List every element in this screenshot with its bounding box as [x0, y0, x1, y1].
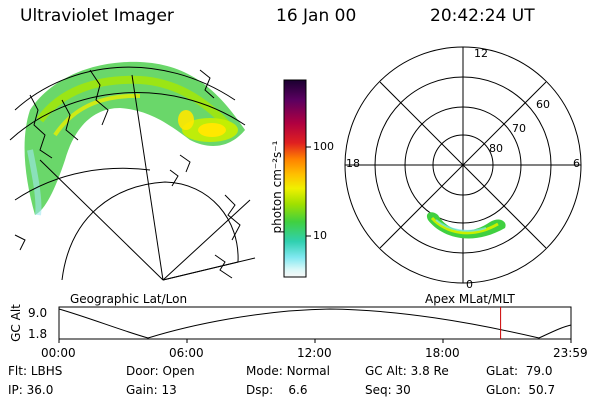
- gcalt-value: 3.8 Re: [410, 364, 449, 378]
- lat-label-70: 70: [512, 122, 526, 135]
- info-gain: Gain: 13: [126, 383, 177, 397]
- door-label: Door:: [126, 364, 159, 378]
- polar-diagonal-2: [379, 81, 547, 249]
- glat-value: 79.0: [525, 364, 553, 378]
- info-ip: IP: 36.0: [8, 383, 53, 397]
- seq-label: Seq:: [365, 383, 392, 397]
- seq-value: 30: [395, 383, 411, 397]
- gain-value: 13: [161, 383, 177, 397]
- altitude-xtick-1: 06:00: [169, 346, 204, 360]
- info-gcalt: GC Alt: 3.8 Re: [365, 364, 449, 378]
- altitude-ytick-1-8: 1.8: [28, 327, 48, 341]
- info-seq: Seq: 30: [365, 383, 411, 397]
- geo-grid: [9, 66, 256, 281]
- ip-value: 36.0: [26, 383, 54, 397]
- mlt-label-12: 12: [474, 47, 488, 60]
- info-glon: GLon: 50.7: [486, 383, 555, 397]
- gain-label: Gain:: [126, 383, 158, 397]
- geographic-panel-label: Geographic Lat/Lon: [70, 292, 188, 306]
- gcalt-label: GC Alt:: [365, 364, 407, 378]
- coastlines: [14, 69, 241, 279]
- info-flt: Flt: LBHS: [8, 364, 62, 378]
- glon-value: 50.7: [528, 383, 556, 397]
- lat-label-60: 60: [536, 98, 550, 111]
- glon-label: GLon:: [486, 383, 521, 397]
- flt-value: LBHS: [30, 364, 63, 378]
- mlt-label-6: 6: [573, 157, 580, 170]
- instrument-title: Ultraviolet Imager: [20, 6, 174, 26]
- altitude-y-label: GC Alt: [9, 304, 23, 342]
- colorbar-tick-100: 100: [313, 140, 334, 153]
- altitude-ytick-9: 9.0: [28, 306, 48, 320]
- colorbar-gradient: [283, 79, 307, 278]
- info-mode: Mode: Normal: [246, 364, 330, 378]
- date-label: 16 Jan 00: [276, 6, 357, 26]
- mlt-label-0: 0: [466, 278, 473, 291]
- polar-panel-label: Apex MLat/MLT: [425, 292, 515, 306]
- time-label: 20:42:24 UT: [430, 6, 535, 26]
- auroral-oval-polar: [426, 212, 506, 239]
- dsp-label: Dsp:: [246, 383, 274, 397]
- altitude-xtick-4: 23:59: [553, 346, 588, 360]
- dsp-value: 6.6: [288, 383, 308, 397]
- glat-label: GLat:: [486, 364, 519, 378]
- info-glat: GLat: 79.0: [486, 364, 552, 378]
- colorbar-tick-10: 10: [313, 229, 327, 242]
- altitude-xtick-3: 18:00: [425, 346, 460, 360]
- info-dsp: Dsp: 6.6: [246, 383, 308, 397]
- altitude-xtick-2: 12:00: [297, 346, 332, 360]
- ip-label: IP:: [8, 383, 23, 397]
- mlt-label-18: 18: [346, 157, 360, 170]
- door-value: Open: [162, 364, 195, 378]
- flt-label: Flt:: [8, 364, 27, 378]
- altitude-curve: [58, 308, 572, 339]
- altitude-xtick-0: 00:00: [41, 346, 76, 360]
- mode-label: Mode:: [246, 364, 283, 378]
- info-door: Door: Open: [126, 364, 195, 378]
- lat-label-80: 80: [489, 142, 503, 155]
- mode-value: Normal: [286, 364, 330, 378]
